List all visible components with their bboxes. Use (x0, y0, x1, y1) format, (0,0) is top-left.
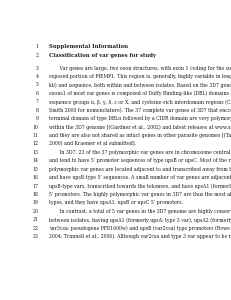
Text: and they are also not shared as intact genes in other parasite genomes [(Taylor : and they are also not shared as intact g… (49, 133, 231, 138)
Text: In 3D7, 23 of the 37 polymorphic var genes are in chromosome central clusters: In 3D7, 23 of the 37 polymorphic var gen… (49, 150, 231, 155)
Text: polymorphic var genes are located adjacent to and transcribed away from the telo: polymorphic var genes are located adjace… (49, 167, 231, 172)
Text: 21: 21 (33, 218, 39, 222)
Text: 17: 17 (33, 184, 39, 189)
Text: 10: 10 (33, 124, 39, 130)
Text: 23: 23 (33, 234, 39, 239)
Text: 7: 7 (36, 99, 39, 104)
Text: kb) and sequence, both within and between isolates. Based on the 3D7 genome sequ: kb) and sequence, both within and betwee… (49, 82, 231, 88)
Text: between isolates, having upsA1 (formerly upsA; type 3 var), upsA2 (formerly upsD: between isolates, having upsA1 (formerly… (49, 218, 231, 223)
Text: 5: 5 (36, 82, 39, 87)
Text: Supplemental Information: Supplemental Information (49, 44, 128, 49)
Text: 12: 12 (33, 142, 39, 146)
Text: Smith 2000 for nomenclature). The 37 complete var genes of 3D7 that encode an N-: Smith 2000 for nomenclature). The 37 com… (49, 108, 231, 113)
Text: types, and they have upsA1, upsB or upsC 5’ promoters.: types, and they have upsA1, upsB or upsC… (49, 200, 183, 206)
Text: 2000) and Kraemer et al submitted].: 2000) and Kraemer et al submitted]. (49, 142, 136, 147)
Text: 9: 9 (36, 116, 39, 121)
Text: 8: 8 (36, 108, 39, 113)
Text: 6: 6 (36, 91, 39, 96)
Text: 14: 14 (33, 158, 39, 163)
Text: sequence groups α, β, γ, δ, ε or X, and cysteine-rich interdomain regions (CIDR): sequence groups α, β, γ, δ, ε or X, and … (49, 99, 231, 105)
Text: terminal domain of type DBLα followed by a CIDR domain are very polymorphic: terminal domain of type DBLα followed by… (49, 116, 231, 121)
Text: 18: 18 (33, 192, 39, 197)
Text: 11: 11 (33, 133, 39, 138)
Text: and tend to have 5’ promoter sequences of type upsB or upsC. Most of the remaini: and tend to have 5’ promoter sequences o… (49, 158, 231, 163)
Text: and have upsB-type 5’ sequences. A small number of var genes are adjacent to the: and have upsB-type 5’ sequences. A small… (49, 175, 231, 180)
Text: 20: 20 (33, 209, 39, 214)
Text: 16: 16 (33, 175, 39, 180)
Text: 2004; Trimnell et al., 2006). Although var2csa and type 3 var appear to be regul: 2004; Trimnell et al., 2006). Although v… (49, 234, 231, 239)
Text: within the 3D7 genome [(Gardner et al., 2002) and latest releases at www.sanger.: within the 3D7 genome [(Gardner et al., … (49, 124, 231, 130)
Text: 2: 2 (36, 53, 39, 58)
Text: 3: 3 (36, 66, 39, 70)
Text: In contrast, a total of 5 var genes in the 3D7 genome are highly conserved: In contrast, a total of 5 var genes in t… (49, 209, 231, 214)
Text: 13: 13 (33, 150, 39, 155)
Text: var3csa; pseudogene PFE1600w) and upsB (var2csa) type promoters (Rowe and Kyes,: var3csa; pseudogene PFE1600w) and upsB (… (49, 226, 231, 231)
Text: 19: 19 (33, 200, 39, 206)
Text: exposed portion of PfEMP1. This region is, generally, highly variable in length : exposed portion of PfEMP1. This region i… (49, 74, 231, 79)
Text: 1: 1 (36, 44, 39, 49)
Text: 22: 22 (33, 226, 39, 231)
Text: upsB-type vars, transcribed towards the telomere, and have upsA1 (formerly upsA): upsB-type vars, transcribed towards the … (49, 184, 231, 189)
Text: 15: 15 (33, 167, 39, 172)
Text: exons1 of most var genes is composed of Duffy Binding-like (DBL) domains of mult: exons1 of most var genes is composed of … (49, 91, 231, 96)
Text: 4: 4 (36, 74, 39, 79)
Text: Var genes are large, two exon structures, with exon 1 coding for the surface-: Var genes are large, two exon structures… (49, 66, 231, 70)
Text: 5’ promoters. The highly polymorphic var genes in 3D7 are thus the most abundant: 5’ promoters. The highly polymorphic var… (49, 192, 231, 197)
Text: Classification of var genes for study: Classification of var genes for study (49, 53, 155, 58)
